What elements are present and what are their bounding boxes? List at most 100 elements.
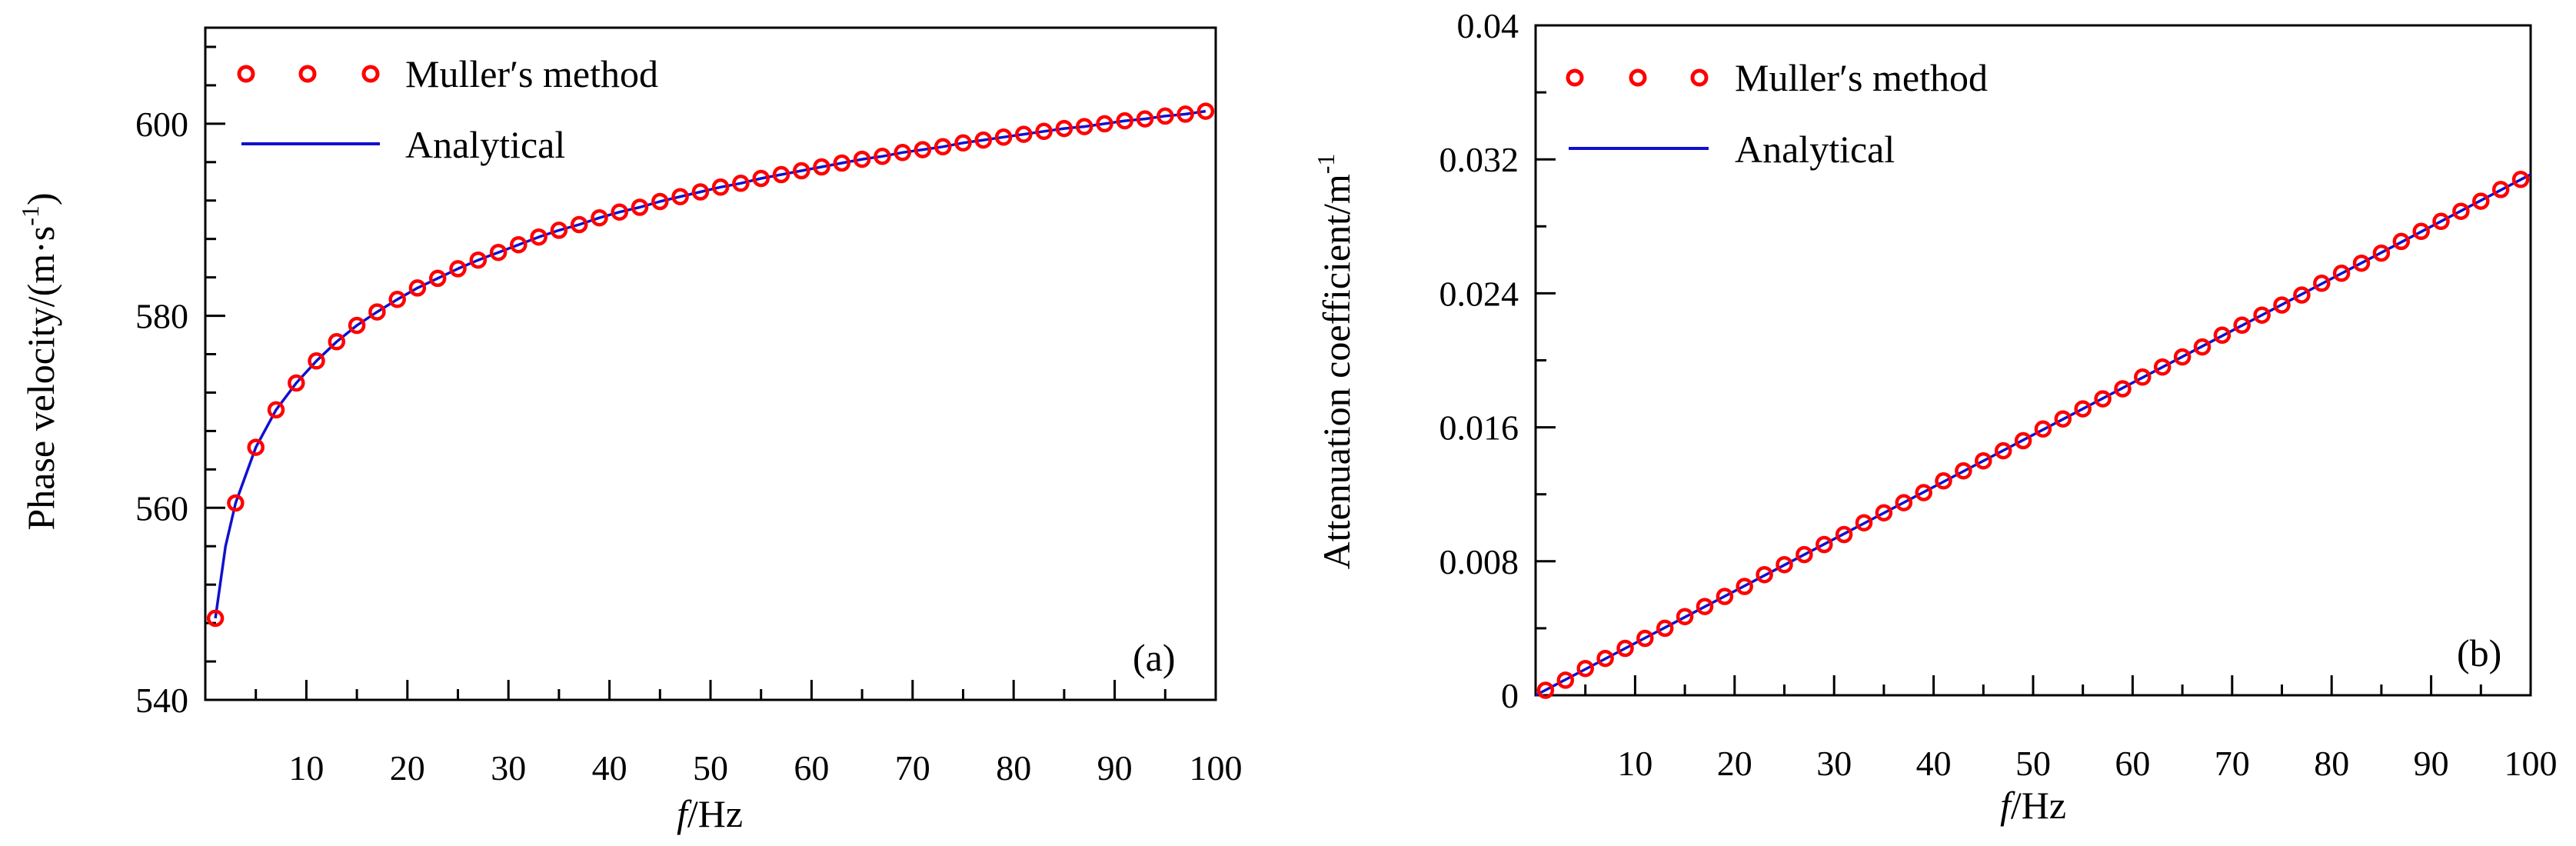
data-point-muller <box>227 494 245 512</box>
series-line-analytical <box>214 109 1206 619</box>
data-point-muller <box>1676 608 1694 625</box>
data-point-muller <box>914 141 932 158</box>
data-point-muller <box>2412 222 2430 241</box>
data-point-muller <box>813 158 830 176</box>
data-point-muller <box>348 316 366 335</box>
data-point-muller <box>408 279 427 297</box>
data-point-muller <box>2193 338 2212 356</box>
y-tick-label: 600 <box>135 105 188 144</box>
data-point-muller <box>2491 181 2510 198</box>
data-point-muller <box>1796 545 1813 564</box>
y-tick-label: 0.016 <box>1439 408 1519 448</box>
data-point-muller <box>1915 484 1932 501</box>
y-tick-label: 0.008 <box>1439 542 1519 581</box>
data-point-muller <box>530 228 547 246</box>
y-axis-title-sup: -1 <box>1312 154 1340 175</box>
data-point-muller <box>449 260 467 278</box>
panel-a: 10 20 30 40 50 60 70 80 90 100 540 560 580 600 Muller… <box>16 26 1243 835</box>
data-point-muller <box>631 198 649 216</box>
panel-b: 10 20 30 40 50 60 70 80 90 100 0 0.008 0.016 0.024 0.0… <box>1312 6 2558 827</box>
data-point-muller <box>1975 451 1992 470</box>
data-point-muller <box>1536 681 1555 699</box>
data-point-muller <box>1177 105 1194 123</box>
y-axis-title-main: Attenuation coefficient/m <box>1315 174 1358 569</box>
data-point-muller <box>2074 400 2092 418</box>
data-point-muller <box>611 203 628 221</box>
data-point-muller <box>1935 472 1952 490</box>
data-point-muller <box>2094 390 2112 408</box>
data-point-muller <box>2253 306 2271 324</box>
data-point-muller <box>2332 265 2351 282</box>
data-point-muller <box>1616 639 1634 658</box>
data-point-muller <box>288 374 305 392</box>
data-point-muller <box>1816 535 1833 554</box>
data-point-muller <box>1116 112 1133 130</box>
data-point-muller <box>1736 578 1753 595</box>
data-point-muller <box>752 169 770 188</box>
data-point-muller <box>2213 326 2232 345</box>
x-axis-title-unit: /Hz <box>687 792 743 835</box>
x-tick-label: 30 <box>1816 744 1852 783</box>
data-point-muller <box>1035 122 1053 141</box>
x-axis-title-a: f/Hz <box>677 792 743 835</box>
data-point-muller <box>1096 115 1113 133</box>
data-point-muller <box>1636 629 1654 648</box>
data-point-muller <box>974 131 993 149</box>
x-axis-title-b: f/Hz <box>2000 784 2066 827</box>
data-point-muller <box>1955 461 1972 480</box>
data-point-muller <box>772 165 790 184</box>
x-tick-label: 50 <box>2015 744 2051 783</box>
panel-label-b: (b) <box>2457 631 2501 674</box>
x-tick-label: 80 <box>996 748 1031 788</box>
legend-b: Muller′s method Analytical <box>1566 56 1988 171</box>
data-point-muller <box>2511 171 2530 188</box>
data-point-muller <box>206 609 225 628</box>
data-point-muller <box>2452 202 2470 220</box>
data-point-muller <box>1556 671 1575 689</box>
legend-label-muller: Muller′s method <box>405 52 658 95</box>
data-point-muller <box>691 183 710 201</box>
data-point-muller <box>732 175 750 192</box>
data-point-muller <box>591 208 608 227</box>
data-point-muller <box>469 251 488 269</box>
data-point-muller <box>2432 212 2450 231</box>
y-axis-title-close: ) <box>19 192 62 205</box>
data-point-muller <box>894 144 911 162</box>
data-point-muller <box>2034 420 2052 438</box>
data-point-muller <box>2313 275 2331 292</box>
data-point-muller <box>388 291 406 308</box>
data-point-muller <box>1696 598 1714 615</box>
data-point-muller <box>510 235 528 254</box>
legend-marker <box>298 65 317 83</box>
data-point-muller <box>2372 244 2391 262</box>
data-point-muller <box>651 192 669 211</box>
data-point-muller <box>671 188 689 205</box>
y-tick-label: 580 <box>135 297 188 336</box>
data-point-muller <box>1895 494 1913 511</box>
legend-marker <box>1566 68 1584 87</box>
data-point-muller <box>1656 619 1674 638</box>
data-point-muller <box>2054 410 2072 428</box>
panel-label-a: (a) <box>1133 636 1176 679</box>
y-axis-title-a: Phase velocity/(m·s-1) <box>16 192 62 530</box>
legend-label-analytical: Analytical <box>1735 128 1895 171</box>
data-point-muller <box>550 221 568 239</box>
legend-label-analytical: Analytical <box>405 123 565 166</box>
plot-frame-b <box>1534 24 2532 697</box>
data-point-muller <box>2233 316 2251 335</box>
data-point-muller <box>1776 555 1793 574</box>
legend-marker <box>1629 68 1647 87</box>
x-tick-label: 60 <box>2115 744 2150 783</box>
y-tick-label: 0.032 <box>1439 140 1519 179</box>
y-axis-title-b: Attenuation coefficient/m-1 <box>1312 154 1358 570</box>
data-point-muller <box>1136 110 1154 128</box>
axis-ticks-b: 10 20 30 40 50 60 70 80 90 100 0 0.008 0.016 0.024 0.0… <box>1439 6 2558 783</box>
data-point-muller <box>1855 514 1873 531</box>
y-tick-label: 540 <box>135 681 188 720</box>
y-tick-label: 0.04 <box>1457 6 1519 45</box>
data-point-muller <box>1716 588 1734 605</box>
data-point-muller <box>1055 119 1073 138</box>
data-point-muller <box>489 243 508 261</box>
data-point-muller <box>711 178 730 196</box>
